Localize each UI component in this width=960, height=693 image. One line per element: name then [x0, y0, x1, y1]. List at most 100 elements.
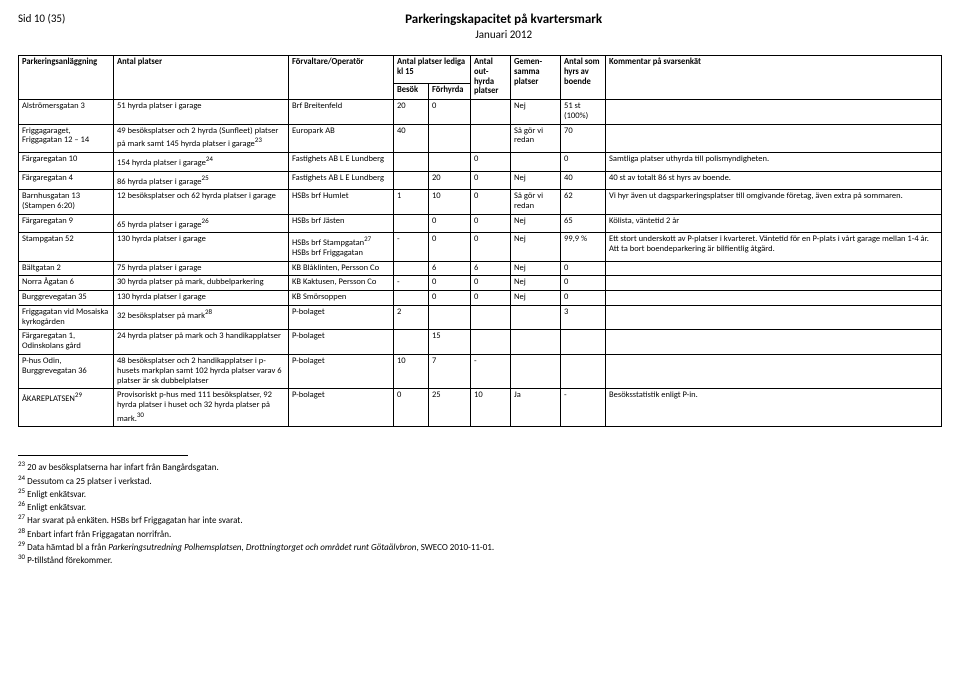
cell-comment	[606, 124, 942, 152]
footnote: 25 Enligt enkätsvar.	[18, 487, 942, 500]
cell-forhyrda: 0	[429, 291, 471, 306]
cell-forhyrda	[429, 152, 471, 171]
cell-outhyrda: 0	[471, 276, 511, 291]
table-row: Färgaregatan 486 hyrda platser i garage2…	[19, 171, 942, 190]
cell-facility: Färgaregatan 4	[19, 171, 114, 190]
cell-facility: Norra Ågatan 6	[19, 276, 114, 291]
cell-facility: Bältgatan 2	[19, 261, 114, 276]
cell-facility: Färgaregatan 9	[19, 214, 114, 233]
cell-operator: KB Smörsoppen	[289, 291, 394, 306]
cell-comment	[606, 330, 942, 355]
cell-operator: P-bolaget	[289, 354, 394, 388]
cell-places: 65 hyrda platser i garage26	[114, 214, 289, 233]
cell-forhyrda	[429, 305, 471, 330]
footnote: 28 Enbart infart från Friggagatan norrif…	[18, 527, 942, 540]
cell-outhyrda: 0	[471, 214, 511, 233]
cell-besok: -	[394, 276, 429, 291]
cell-facility: Friggagatan vid Mosaiska kyrkogården	[19, 305, 114, 330]
cell-forhyrda: 0	[429, 214, 471, 233]
cell-places: 75 hyrda platser i garage	[114, 261, 289, 276]
th-gemensam: Gemen-samma platser	[511, 56, 561, 100]
cell-forhyrda: 15	[429, 330, 471, 355]
cell-hyrs: 51 st (100%)	[561, 100, 606, 125]
cell-hyrs	[561, 330, 606, 355]
cell-besok: 40	[394, 124, 429, 152]
table-row: ÅKAREPLATSEN29Provisoriskt p-hus med 111…	[19, 389, 942, 427]
cell-comment	[606, 100, 942, 125]
cell-besok: 1	[394, 190, 429, 215]
cell-comment	[606, 305, 942, 330]
table-row: Burggrevegatan 35130 hyrda platser i gar…	[19, 291, 942, 306]
page-header: Sid 10 (35) Parkeringskapacitet på kvart…	[18, 12, 942, 41]
cell-places: 48 besöksplatser och 2 handikapplatser i…	[114, 354, 289, 388]
cell-forhyrda: 7	[429, 354, 471, 388]
cell-forhyrda: 10	[429, 190, 471, 215]
th-lediga: Antal platser lediga kl 15	[394, 56, 471, 84]
cell-hyrs: 62	[561, 190, 606, 215]
cell-forhyrda: 20	[429, 171, 471, 190]
cell-gemensam: Nej	[511, 214, 561, 233]
cell-hyrs: 0	[561, 152, 606, 171]
cell-comment: 40 st av totalt 86 st hyrs av boende.	[606, 171, 942, 190]
cell-places: 12 besöksplatser och 62 hyrda platser i …	[114, 190, 289, 215]
cell-besok	[394, 291, 429, 306]
cell-places: Provisoriskt p-hus med 111 besöksplatser…	[114, 389, 289, 427]
cell-facility: Barnhusgatan 13 (Stampen 6:20)	[19, 190, 114, 215]
cell-besok: 20	[394, 100, 429, 125]
cell-operator: Fastighets AB L E Lundberg	[289, 171, 394, 190]
cell-hyrs: 70	[561, 124, 606, 152]
cell-outhyrda	[471, 124, 511, 152]
cell-gemensam: Nej	[511, 291, 561, 306]
footnote: 30 P-tillstånd förekommer.	[18, 553, 942, 566]
th-places: Antal platser	[114, 56, 289, 100]
cell-gemensam: Ja	[511, 389, 561, 427]
cell-outhyrda: 6	[471, 261, 511, 276]
cell-places: 32 besöksplatser på mark28	[114, 305, 289, 330]
cell-comment: Ett stort underskott av P-platser i kvar…	[606, 233, 942, 261]
cell-gemensam	[511, 152, 561, 171]
cell-outhyrda	[471, 330, 511, 355]
table-head: Parkeringsanläggning Antal platser Förva…	[19, 56, 942, 100]
footnotes: 23 20 av besöksplatserna har infart från…	[18, 455, 942, 566]
cell-gemensam: Nej	[511, 261, 561, 276]
cell-forhyrda	[429, 124, 471, 152]
th-forhyrda: Förhyrda	[429, 83, 471, 100]
th-comment: Kommentar på svarsenkät	[606, 56, 942, 100]
cell-places: 130 hyrda platser i garage	[114, 233, 289, 261]
table-row: Alströmersgatan 351 hyrda platser i gara…	[19, 100, 942, 125]
cell-gemensam: Så gör vi redan	[511, 190, 561, 215]
cell-operator: P-bolaget	[289, 305, 394, 330]
cell-forhyrda: 0	[429, 100, 471, 125]
cell-operator: HSBs brf Humlet	[289, 190, 394, 215]
page-subtitle: Januari 2012	[65, 28, 942, 41]
cell-gemensam: Så gör vi redan	[511, 124, 561, 152]
footnote: 26 Enligt enkätsvar.	[18, 500, 942, 513]
cell-facility: Färgaregatan 1, Odinskolans gård	[19, 330, 114, 355]
cell-outhyrda: 0	[471, 291, 511, 306]
cell-besok	[394, 330, 429, 355]
cell-besok: 10	[394, 354, 429, 388]
cell-facility: Burggrevegatan 35	[19, 291, 114, 306]
th-facility: Parkeringsanläggning	[19, 56, 114, 100]
cell-comment	[606, 291, 942, 306]
cell-comment: Vi hyr även ut dagsparkeringsplatser til…	[606, 190, 942, 215]
cell-besok: 2	[394, 305, 429, 330]
cell-operator: Fastighets AB L E Lundberg	[289, 152, 394, 171]
cell-besok	[394, 152, 429, 171]
cell-outhyrda: -	[471, 354, 511, 388]
cell-hyrs: 0	[561, 291, 606, 306]
cell-operator: P-bolaget	[289, 330, 394, 355]
cell-operator: Europark AB	[289, 124, 394, 152]
cell-hyrs: 0	[561, 276, 606, 291]
cell-gemensam	[511, 354, 561, 388]
footnote: 27 Har svarat på enkäten. HSBs brf Frigg…	[18, 513, 942, 526]
footnote: 24 Dessutom ca 25 platser i verkstad.	[18, 474, 942, 487]
cell-outhyrda: 0	[471, 152, 511, 171]
cell-operator: HSBs brf Stampgatan27HSBs brf Friggagata…	[289, 233, 394, 261]
cell-besok	[394, 214, 429, 233]
cell-gemensam	[511, 305, 561, 330]
cell-outhyrda: 0	[471, 171, 511, 190]
cell-facility: P-hus Odin, Burggrevegatan 36	[19, 354, 114, 388]
cell-hyrs: 99,9 %	[561, 233, 606, 261]
cell-hyrs: -	[561, 389, 606, 427]
